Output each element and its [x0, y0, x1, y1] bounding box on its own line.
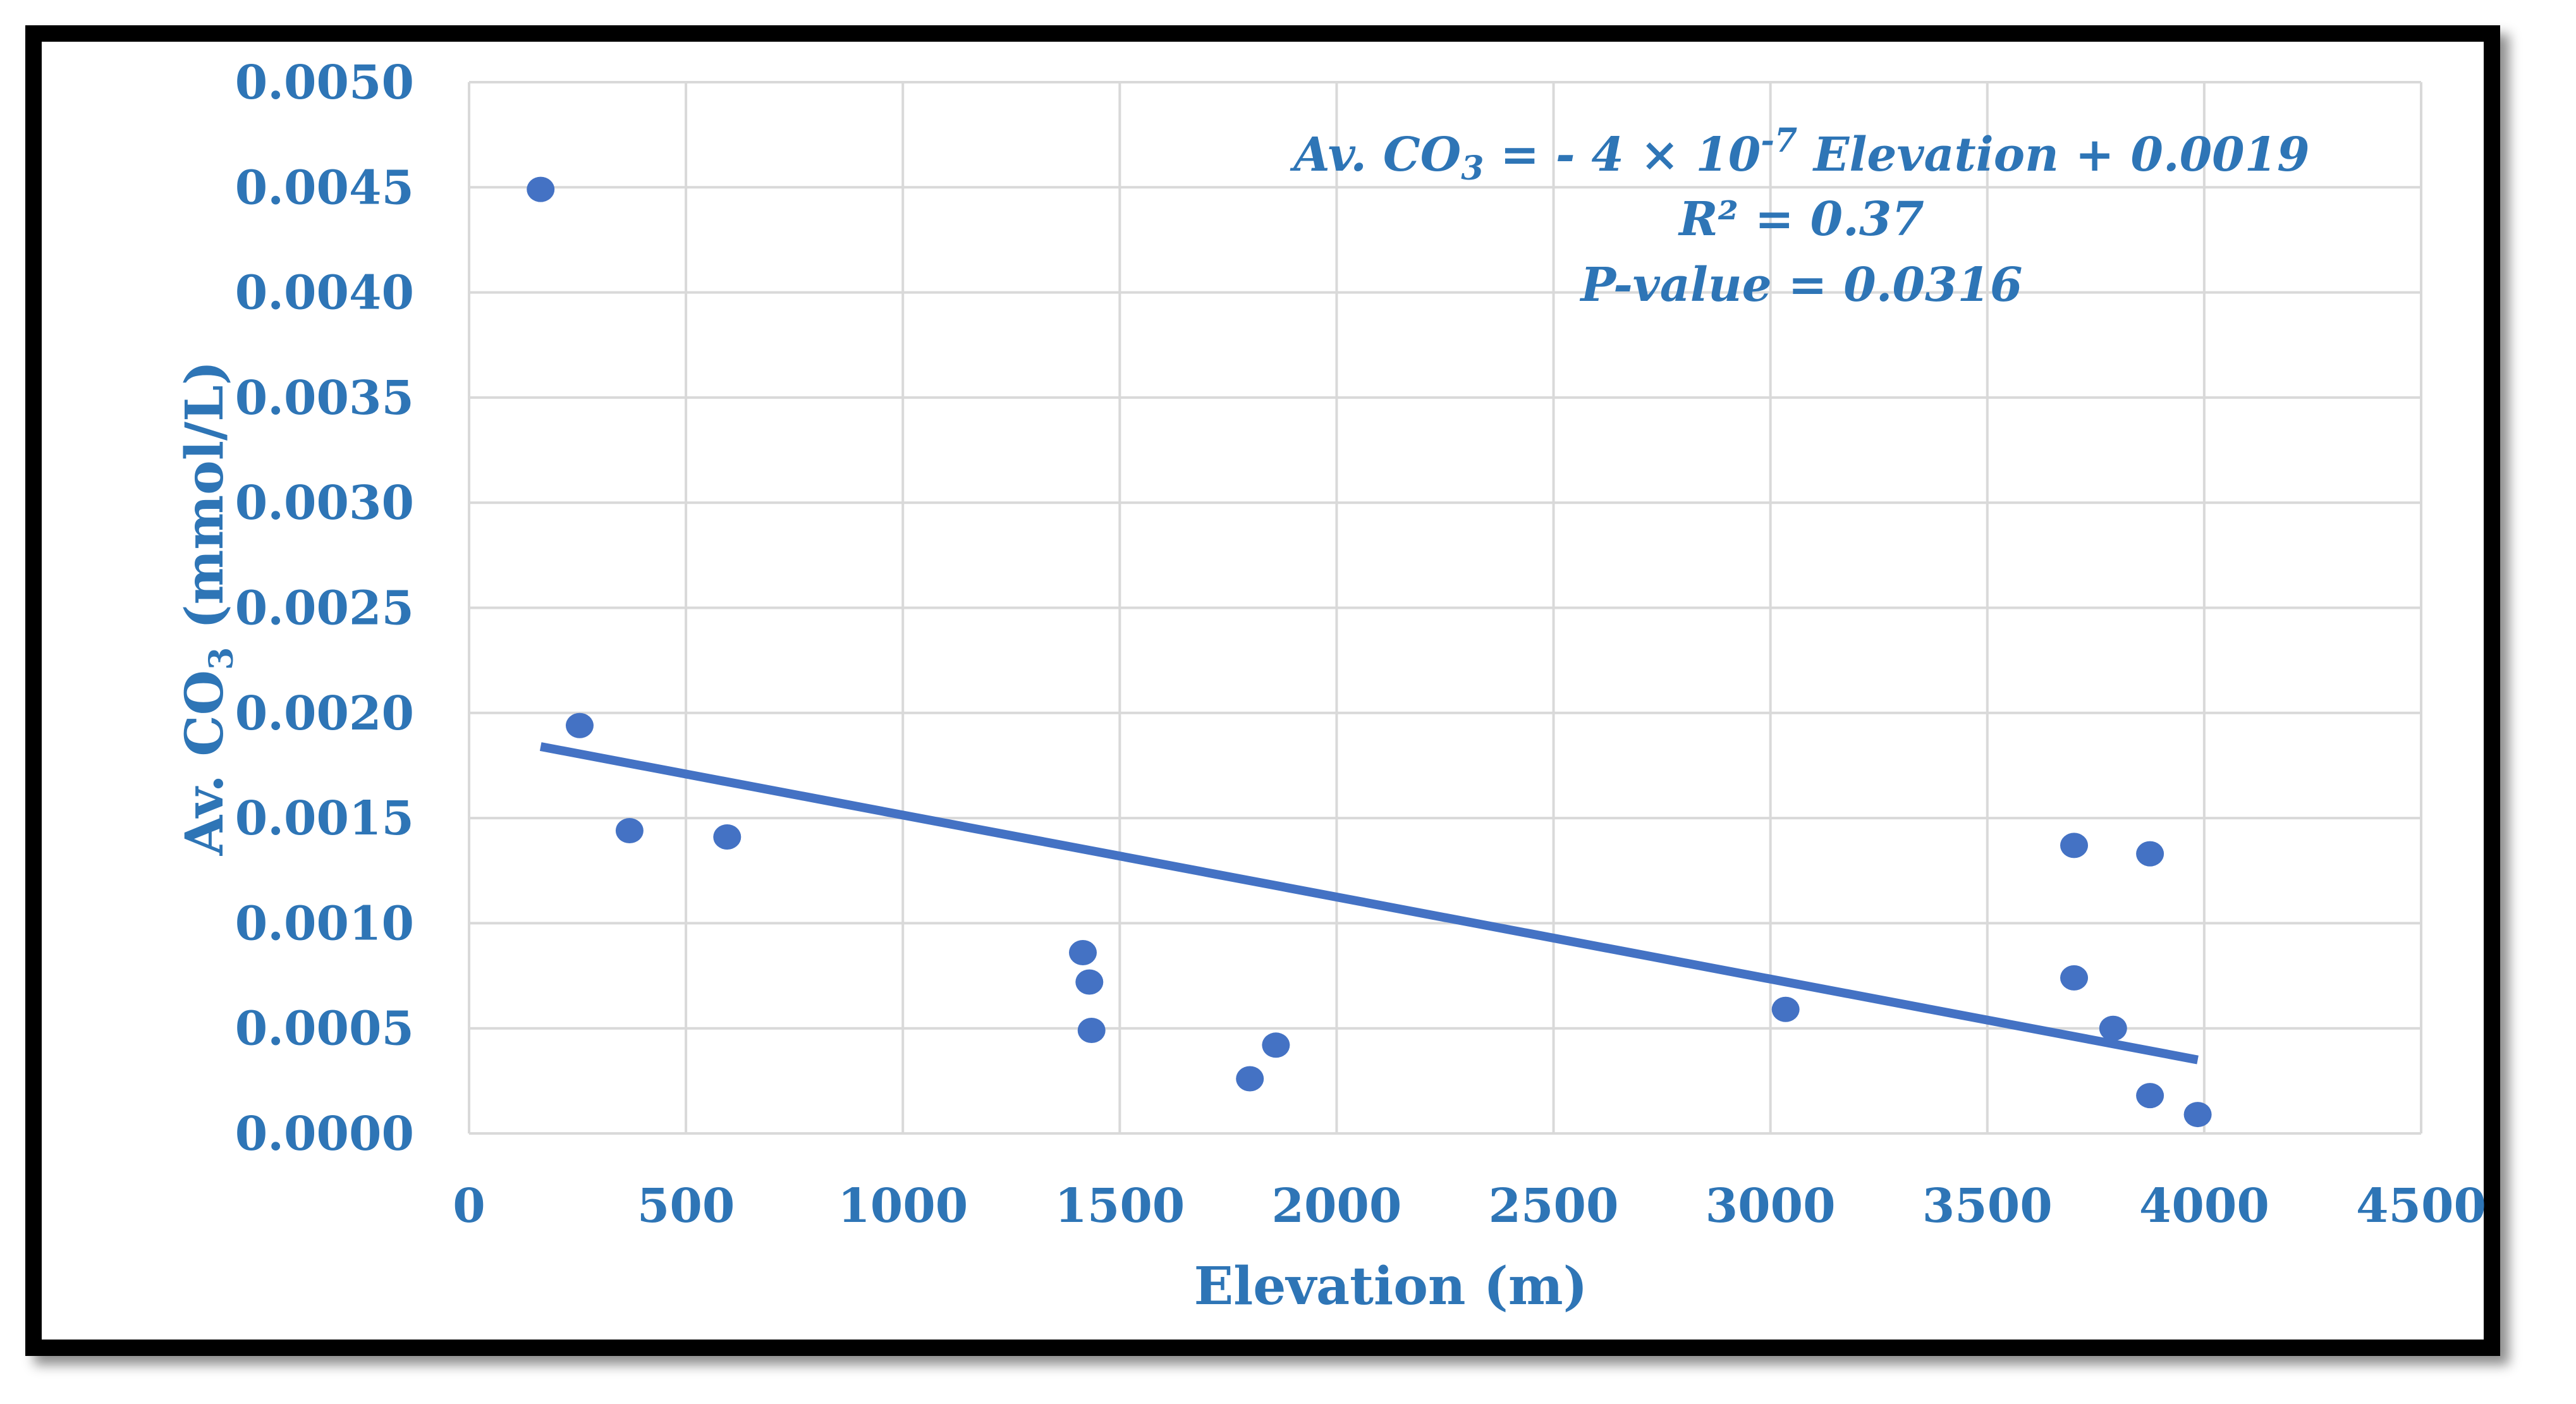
- data-point: [527, 176, 555, 202]
- equation-lhs: Av. CO: [1290, 128, 1461, 182]
- x-tick-label: 0: [453, 1179, 485, 1233]
- x-tick-label: 2000: [1271, 1179, 1401, 1233]
- data-point: [1069, 939, 1097, 965]
- y-axis-title-suffix: (mmol/L): [174, 361, 235, 647]
- y-tick-label: 0.0045: [235, 161, 414, 215]
- y-tick-label: 0.0040: [235, 266, 414, 320]
- data-point: [2136, 841, 2164, 867]
- y-tick-label: 0.0015: [235, 791, 414, 846]
- equation-lhs-subscript: 3: [1461, 149, 1484, 188]
- x-tick-label: 1500: [1054, 1179, 1185, 1233]
- x-tick-label: 4000: [2139, 1179, 2269, 1233]
- y-tick-label: 0.0000: [235, 1107, 414, 1161]
- equation-middle: = - 4 × 10: [1484, 128, 1761, 182]
- y-tick-label: 0.0035: [235, 371, 414, 425]
- x-tick-label: 500: [637, 1179, 735, 1233]
- x-axis-title: Elevation (m): [1194, 1256, 1588, 1317]
- equation-exponent: -7: [1761, 121, 1797, 160]
- x-tick-label: 2500: [1489, 1179, 1619, 1233]
- linear-trendline: [539, 742, 2199, 1065]
- data-points: [527, 176, 2212, 1128]
- data-point: [2183, 1102, 2212, 1128]
- gridlines: [468, 81, 2422, 1135]
- y-tick-label: 0.0025: [235, 582, 414, 636]
- data-point: [565, 712, 594, 738]
- data-point: [2099, 1015, 2127, 1041]
- data-point: [2060, 833, 2089, 858]
- regression-equation: Av. CO3 = - 4 × 10-7 Elevation + 0.0019: [1290, 121, 2309, 188]
- r-squared-label: R² = 0.37: [1678, 192, 1924, 247]
- data-point: [615, 818, 644, 844]
- data-point: [1236, 1066, 1264, 1092]
- y-tick-label: 0.0010: [235, 896, 414, 951]
- y-axis-title: Av. CO3 (mmol/L): [174, 361, 241, 857]
- x-tick-label: 3000: [1706, 1179, 1836, 1233]
- y-axis-title-prefix: Av. CO: [174, 670, 235, 857]
- x-tick-labels: 0 500 1000 1500 2000 2500 3000 3500 4000 4500: [453, 1179, 2486, 1233]
- data-point: [1077, 1018, 1106, 1044]
- x-tick-label: 1000: [838, 1179, 968, 1233]
- y-tick-label: 0.0050: [235, 56, 414, 110]
- y-tick-label: 0.0030: [235, 476, 414, 530]
- data-point: [2060, 965, 2089, 991]
- p-value-label: P-value = 0.0316: [1580, 258, 2023, 312]
- data-point: [1771, 996, 1800, 1022]
- y-axis-title-subscript: 3: [202, 647, 241, 670]
- x-tick-label: 3500: [1922, 1179, 2053, 1233]
- x-tick-label: 4500: [2356, 1179, 2486, 1233]
- y-tick-label: 0.0005: [235, 1002, 414, 1056]
- y-tick-label: 0.0020: [235, 687, 414, 741]
- equation-rhs: Elevation + 0.0019: [1797, 128, 2310, 182]
- data-point: [1075, 969, 1104, 995]
- y-tick-labels: 0.0000 0.0005 0.0010 0.0015 0.0020 0.0025 0.00…: [235, 56, 414, 1161]
- data-point: [1262, 1032, 1290, 1058]
- data-point: [713, 824, 742, 850]
- trendline-group: [539, 742, 2199, 1065]
- data-point: [2136, 1083, 2164, 1109]
